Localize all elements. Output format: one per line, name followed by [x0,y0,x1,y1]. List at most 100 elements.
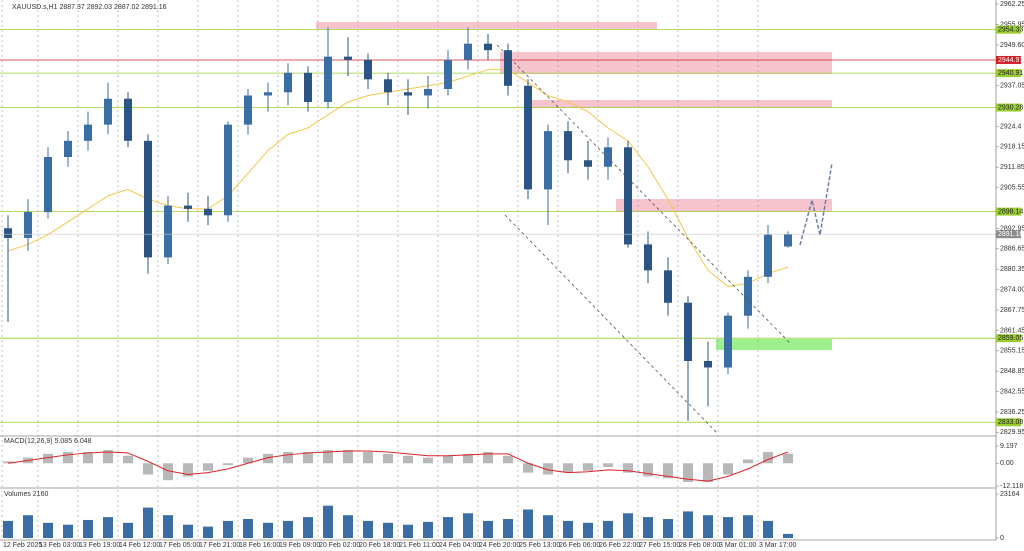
macd-bar [663,463,673,479]
candle-body [684,302,692,362]
volume-bar [563,520,573,538]
macd-bar [683,463,693,483]
volume-bar [763,520,773,538]
macd-bar [423,457,433,464]
candle-body [4,228,12,238]
y-tick-label: 0.00 [1000,460,1014,467]
y-tick-label: 2955.95 [1000,21,1024,28]
x-tick-label: 21 Feb 11:00 [399,542,440,549]
candle-body [584,160,592,167]
x-tick-label: 19 Feb 09:00 [279,542,320,549]
y-tick-label: 0 [1000,535,1004,542]
y-tick-label: 2880.35 [1000,266,1024,273]
x-tick-label: 13 Feb 19:00 [79,542,120,549]
candle-body [104,98,112,125]
resistance-zone [500,52,832,74]
y-tick-label: 2867.75 [1000,307,1024,314]
volume-bar [743,515,753,538]
candle-body [644,244,652,271]
candle-body [484,43,492,51]
y-tick-label: 2842.55 [1000,388,1024,395]
candle-body [84,124,92,141]
macd-bar [723,463,733,475]
volume-bar [723,517,733,538]
x-tick-label: 3 Mar 17:00 [759,542,796,549]
x-tick-label: 20 Feb 02:00 [319,542,360,549]
resistance-zone [616,199,832,212]
x-tick-label: 24 Feb 04:00 [439,542,480,549]
macd-bar [283,451,293,464]
y-tick-label: 2911.85 [1000,164,1024,171]
candle-body [384,79,392,93]
volume-bar [403,524,413,538]
y-tick-label: 2918.15 [1000,144,1024,151]
volume-bar [603,520,613,538]
plot [0,0,996,540]
x-tick-label: 26 Feb 06:00 [559,542,600,549]
level-label-box [996,25,1021,34]
volume-bar [163,515,173,538]
support-zone [716,339,832,350]
macd-bar [303,451,313,464]
x-tick-label: 24 Feb 20:00 [479,542,520,549]
volume-bar [503,519,513,538]
macd-bar [143,463,153,475]
candle-body [564,131,572,161]
macd-bar [383,453,393,464]
macd-bar [523,463,533,473]
level-label: 2859.05 [998,335,1023,342]
macd-bar [443,455,453,464]
macd-bar [643,463,653,477]
level-label-box [996,418,1021,427]
volume-bar [523,509,533,538]
level-label-box [996,334,1021,343]
volume-bar [363,520,373,538]
resistance-zone [530,100,832,108]
volume-bar [143,507,153,538]
macd-bar [783,453,793,464]
macd-bar [243,457,253,464]
x-tick-label: 28 Feb 08:00 [679,542,720,549]
x-tick-label: 13 Feb 03:00 [39,542,80,549]
y-tick-label: 2937.05 [1000,82,1024,89]
macd-bar [363,451,373,464]
candle-body [144,140,152,258]
price-label: 2891.16 [998,231,1023,238]
x-tick-label: 27 Feb 15:00 [639,542,680,549]
x-tick-label: 25 Feb 13:00 [519,542,560,549]
level-label-box [996,55,1021,64]
level-label: 2833.08 [998,419,1023,426]
candle-body [244,95,252,125]
volume-bar [783,533,793,538]
y-tick-label: 2924.4 [1000,123,1022,130]
macd-bar [203,463,213,471]
candle-body [784,234,792,247]
candle-body [464,43,472,60]
macd-bar [403,455,413,464]
x-tick-label: 20 Feb 18:00 [359,542,400,549]
volume-bar [83,519,93,538]
candle-body [504,50,512,86]
x-tick-label: 26 Feb 22:00 [599,542,640,549]
candle-body [64,140,72,158]
candle-body [424,89,432,96]
volume-bar [303,517,313,538]
macd-bar [623,463,633,473]
volume-bar [263,522,273,538]
candle-body [404,92,412,96]
macd-bar [63,451,73,464]
candle-body [444,59,452,90]
macd-bar [163,463,173,481]
candle-body [664,270,672,303]
moving-average [7,69,789,288]
trend-line [504,214,719,435]
level-label: 2930.28 [998,104,1023,111]
level-label: 2940.91 [998,70,1023,77]
y-tick-label: 2874.00 [1000,287,1024,294]
macd-bar [223,463,233,466]
volume-bar [283,520,293,538]
x-tick-label: 18 Feb 16:00 [239,542,280,549]
volume-bar [483,520,493,538]
x-tick-label: 17 Feb 05:00 [159,542,200,549]
volume-bar [183,524,193,538]
